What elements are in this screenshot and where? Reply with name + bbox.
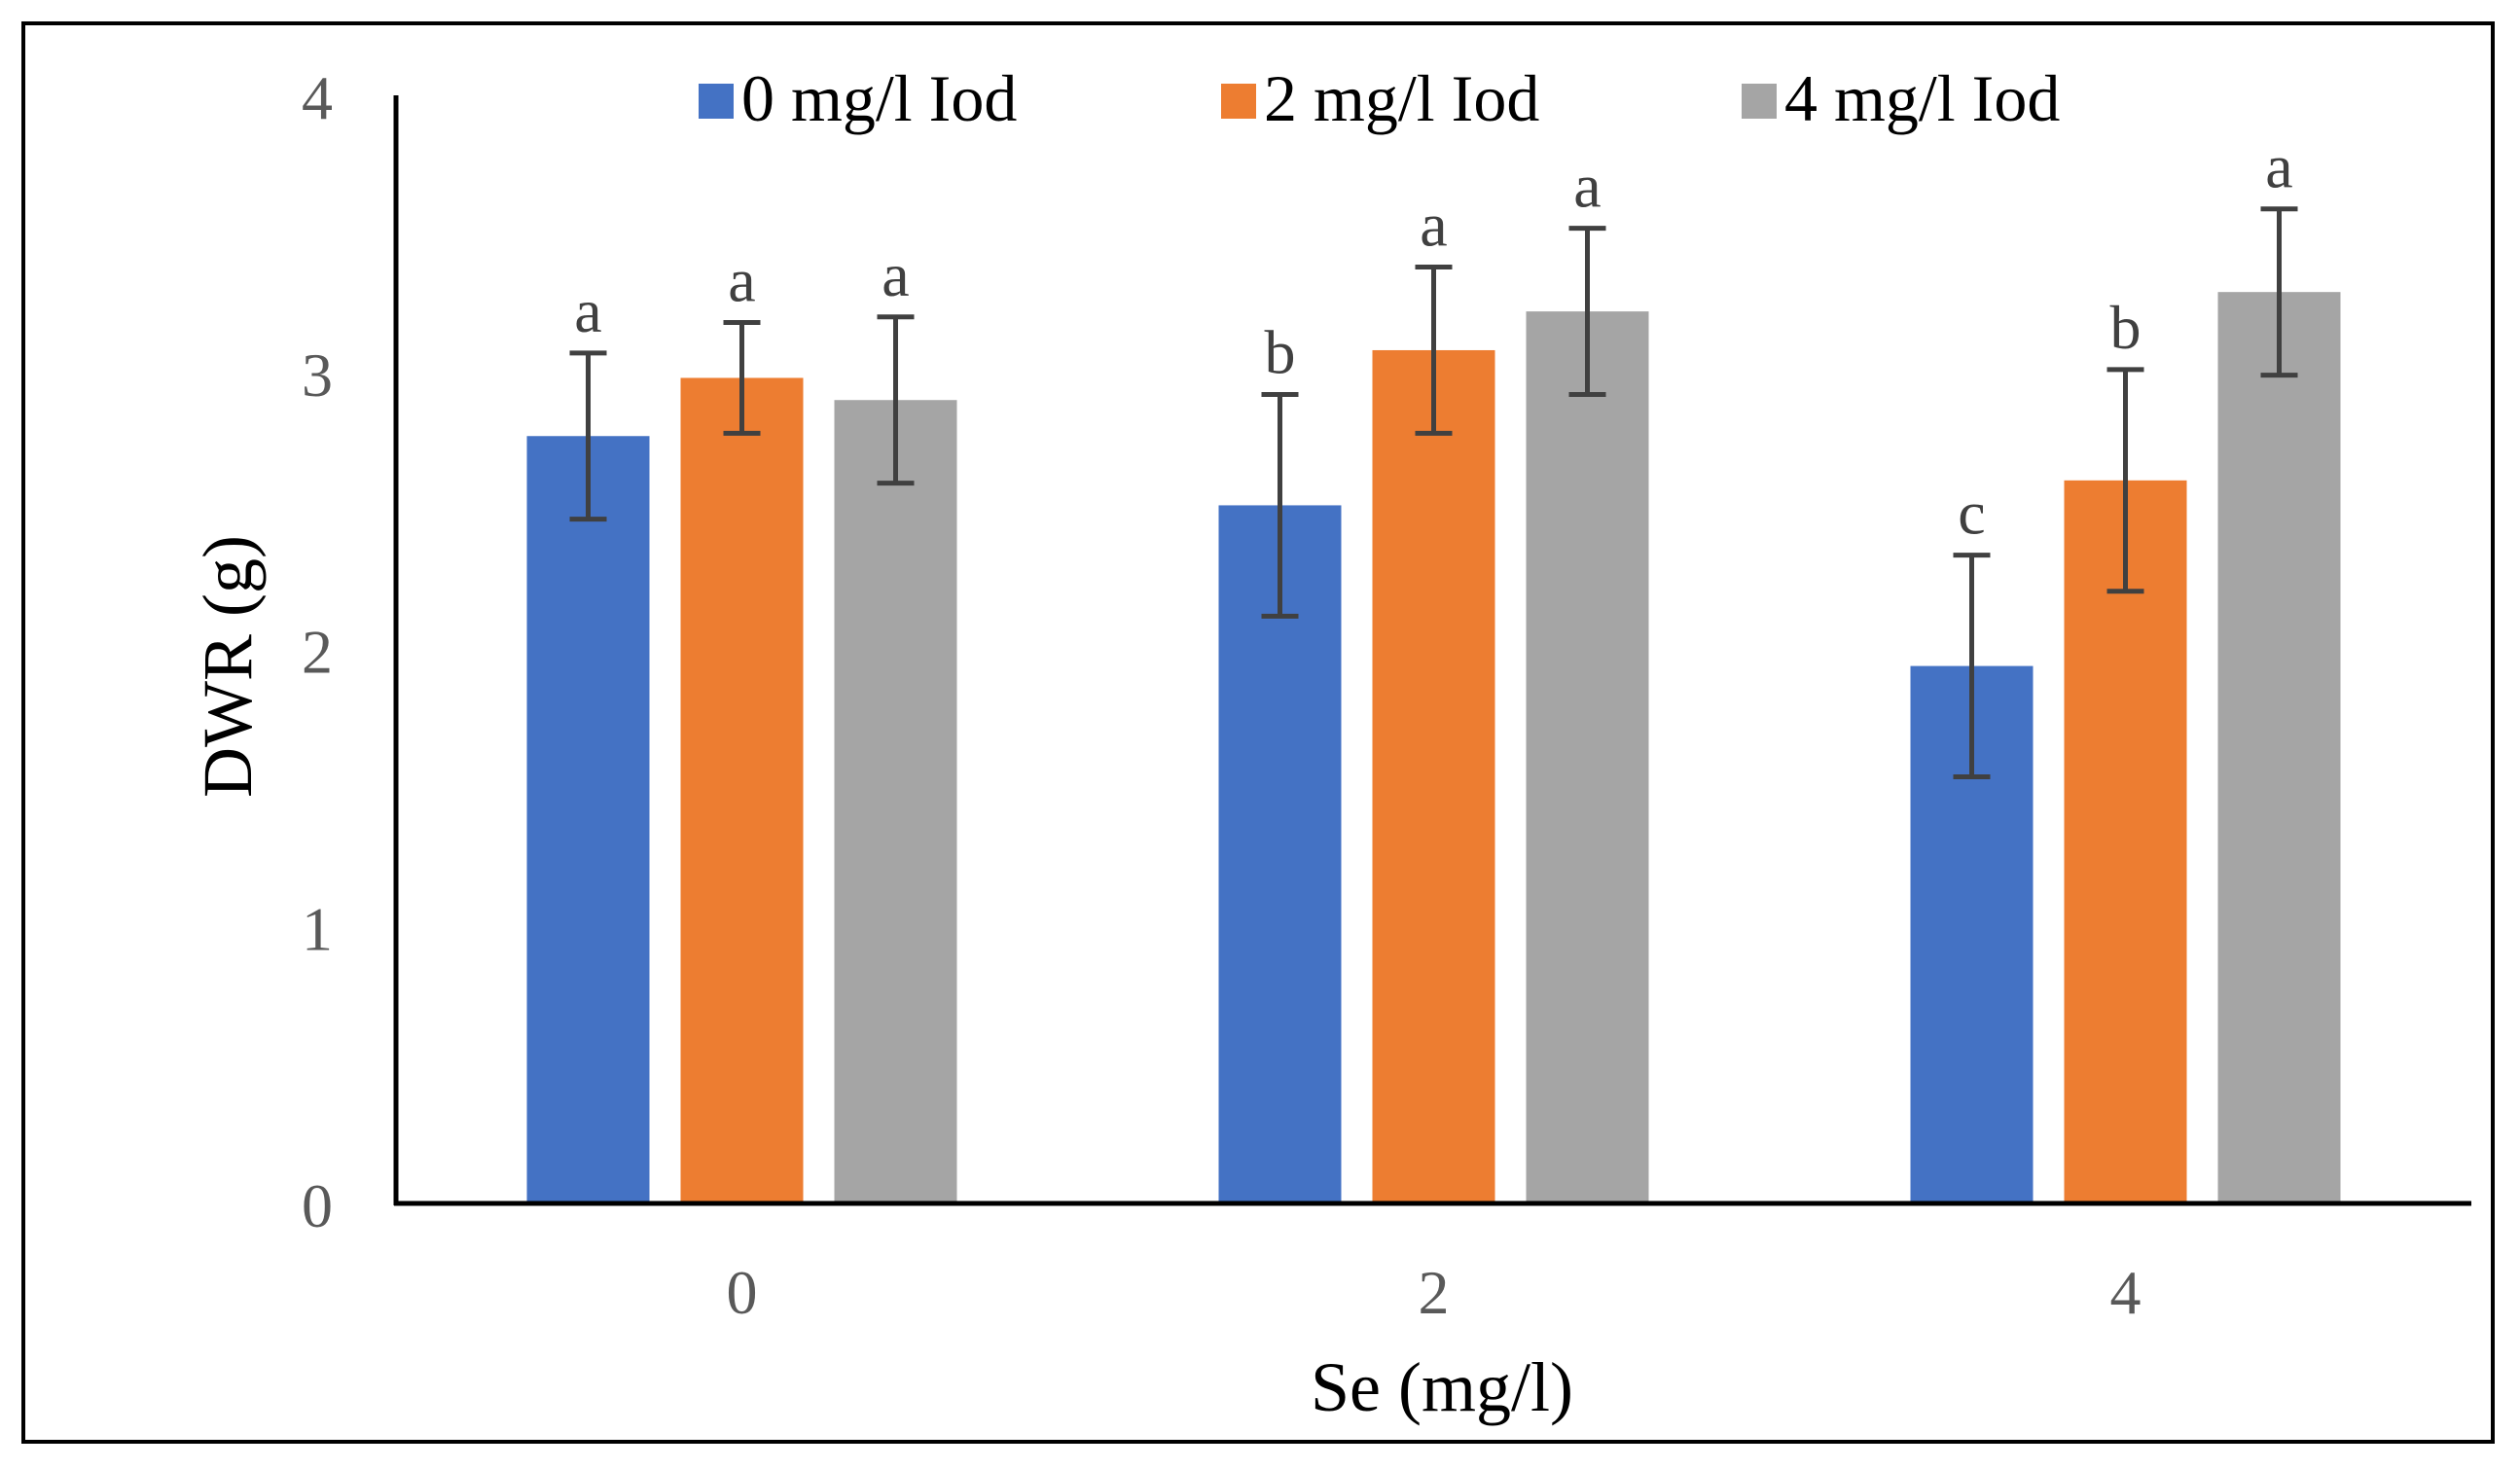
bar [834,400,957,1204]
bar [2217,292,2341,1203]
legend: 0 mg/l Iod 2 mg/l Iod 4 mg/l Iod [699,61,2060,135]
bar [1372,349,1495,1204]
legend-label: 4 mg/l Iod [1784,61,2060,135]
significance-label: b [1265,318,1296,387]
y-axis-label: DWR (g) [189,535,267,798]
bar [2064,480,2187,1203]
y-tick-label: 0 [302,1171,333,1240]
x-tick-label: 4 [2110,1258,2142,1327]
x-axis-label: Se (mg/l) [1311,1348,1573,1426]
bars: a a a b a a c b a [526,132,2341,1204]
y-tick-label: 3 [302,340,333,410]
bar [1526,311,1649,1204]
y-tick-label: 2 [302,618,333,687]
x-tick-label: 0 [727,1258,758,1327]
significance-label: a [1420,191,1447,260]
significance-label: a [728,245,755,314]
legend-swatch [1742,84,1777,119]
bar [680,377,804,1203]
significance-label: a [2265,132,2292,201]
significance-label: c [1958,479,1985,548]
bar [526,436,650,1203]
bar [1218,505,1342,1203]
x-tick-label: 2 [1419,1258,1450,1327]
y-axis: 0 1 2 3 4 [302,63,399,1240]
legend-label: 0 mg/l Iod [741,61,1017,135]
y-tick-label: 1 [302,894,333,963]
significance-label: a [1573,152,1601,221]
legend-label: 2 mg/l Iod [1264,61,1539,135]
x-axis: 0 2 4 [394,1200,2471,1327]
legend-swatch [1221,84,1256,119]
significance-label: b [2110,293,2142,362]
legend-swatch [699,84,734,119]
significance-label: a [882,240,909,309]
significance-label: a [574,276,601,345]
y-tick-label: 4 [302,63,333,132]
